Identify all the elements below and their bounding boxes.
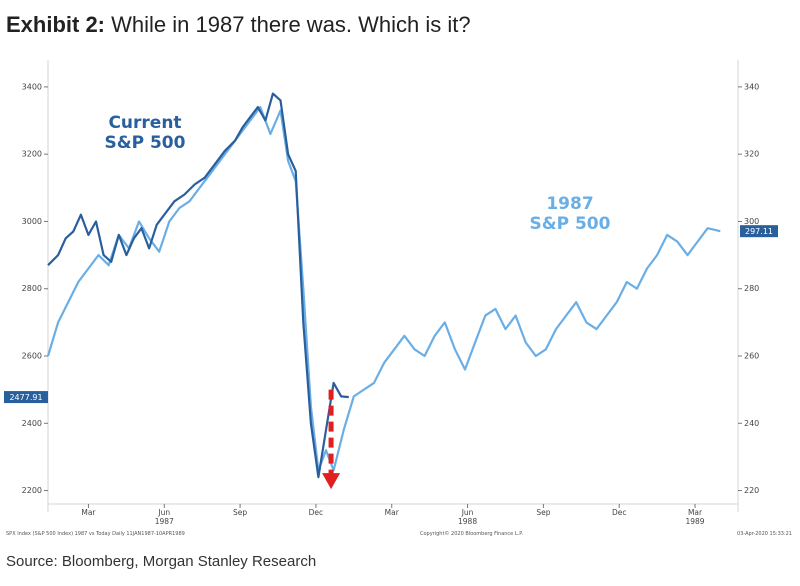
x-tick-label: Sep — [536, 508, 550, 517]
right-tick-label: 260 — [744, 352, 759, 361]
x-year-label: 1989 — [685, 517, 704, 526]
footnotes: SPX Index (S&P 500 Index) 1987 vs Today … — [6, 530, 792, 537]
left-axis: 2200 2400 2600 2800 3000 3200 3400 — [22, 82, 48, 495]
series-layer — [46, 92, 721, 479]
x-year-label: 1987 — [155, 517, 174, 526]
plot-frame — [47, 60, 739, 512]
left-tick-label: 3000 — [22, 217, 42, 226]
left-last-value-tag — [4, 391, 48, 404]
x-tick-label: Sep — [233, 508, 247, 517]
value-tags: 2477.91 297.11 — [4, 225, 778, 404]
arrow-head — [322, 473, 341, 490]
left-tick-label: 2400 — [22, 419, 42, 428]
right-axis: 220 240 260 280 300 320 340 — [738, 82, 759, 495]
right-tick-label: 280 — [744, 284, 759, 293]
x-tick-label: Mar — [688, 508, 703, 517]
exhibit-number: Exhibit 2: — [6, 12, 106, 37]
footnote-left: SPX Index (S&P 500 Index) 1987 vs Today … — [6, 531, 185, 537]
right-tick-label: 320 — [744, 150, 759, 159]
x-tick-label: Dec — [309, 508, 324, 517]
series-labels: Current S&P 500 1987 S&P 500 — [105, 113, 611, 234]
right-last-value-tag — [740, 225, 778, 238]
right-tick-label: 240 — [744, 419, 759, 428]
left-tick-label: 2800 — [22, 284, 42, 293]
exhibit-header: Exhibit 2: While in 1987 there was. Whic… — [6, 12, 471, 38]
x-tick-label: Jun — [157, 508, 170, 517]
x-tick-label: Mar — [81, 508, 96, 517]
left-tick-label: 2200 — [22, 486, 42, 495]
exhibit-title: While in 1987 there was. Which is it? — [111, 12, 471, 37]
right-last-value-label: 297.11 — [745, 227, 773, 236]
x-tick-label: Dec — [612, 508, 627, 517]
footnote-right: 03-Apr-2020 15:33:21 — [737, 531, 792, 537]
left-last-value-label: 2477.91 — [9, 393, 42, 402]
left-tick-label: 3200 — [22, 150, 42, 159]
right-tick-label: 300 — [744, 217, 759, 226]
series-1987-label: 1987 S&P 500 — [530, 194, 611, 234]
x-tick-label: Jun — [461, 508, 474, 517]
right-tick-label: 340 — [744, 82, 759, 91]
current-sp500-line — [47, 92, 349, 479]
current-series-label: Current S&P 500 — [105, 113, 186, 153]
line-chart: 2200 2400 2600 2800 3000 3200 3400 220 240 260 28… — [4, 60, 792, 537]
crash-arrow-annotation — [322, 389, 341, 490]
left-tick-label: 2600 — [22, 352, 42, 361]
sp500-1987-line — [46, 106, 721, 472]
footnote-center: Copyright© 2020 Bloomberg Finance L.P. — [420, 530, 523, 537]
right-tick-label: 220 — [744, 486, 759, 495]
x-year-label: 1988 — [458, 517, 477, 526]
x-tick-label: Mar — [385, 508, 400, 517]
left-tick-label: 3400 — [22, 82, 42, 91]
source-note: Source: Bloomberg, Morgan Stanley Resear… — [6, 553, 317, 570]
